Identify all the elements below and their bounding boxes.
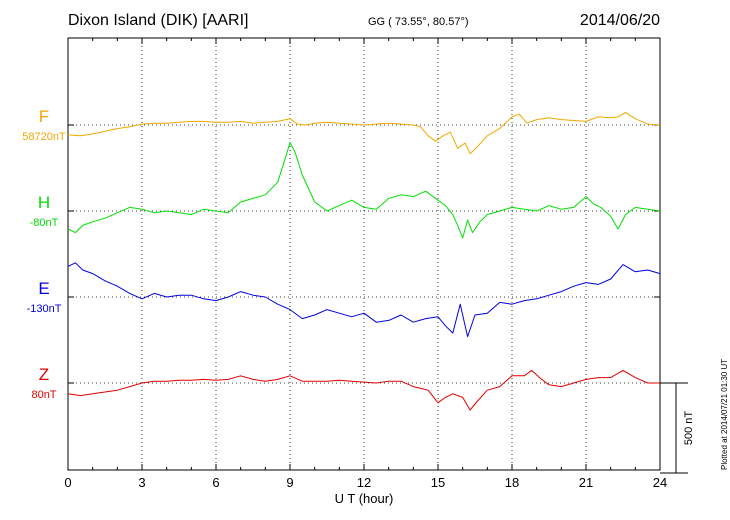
coordinates-label: GG ( 73.55°, 80.57°): [368, 16, 469, 28]
series-E-baseline-value: -130nT: [27, 303, 62, 315]
x-tick-label: 9: [286, 475, 293, 490]
x-tick-label: 6: [212, 475, 219, 490]
x-axis-label: U T (hour): [335, 491, 394, 506]
series-H-baseline-value: -80nT: [30, 217, 59, 229]
series-F-line: [67, 111, 661, 155]
series-Z-baseline-value: 80nT: [31, 389, 56, 401]
x-tick-label: 24: [653, 475, 667, 490]
series-Z-label: Z: [39, 365, 49, 384]
series-H-label: H: [38, 193, 50, 212]
series-H-line: [67, 142, 661, 239]
series-F-label: F: [39, 107, 49, 126]
date-label: 2014/06/20: [579, 12, 660, 29]
x-tick-label: 3: [138, 475, 145, 490]
x-tick-label: 0: [64, 475, 71, 490]
series-Z-line: [67, 369, 660, 411]
scale-bar-label: 500 nT: [683, 411, 695, 446]
x-tick-label: 12: [357, 475, 371, 490]
station-title: Dixon Island (DIK) [AARI]: [68, 12, 249, 29]
x-tick-label: 15: [431, 475, 445, 490]
series-E-line: [67, 262, 661, 338]
series-F-baseline-value: 58720nT: [22, 131, 66, 143]
x-tick-label: 18: [505, 475, 519, 490]
series-E-label: E: [38, 279, 49, 298]
x-tick-label: 21: [579, 475, 593, 490]
